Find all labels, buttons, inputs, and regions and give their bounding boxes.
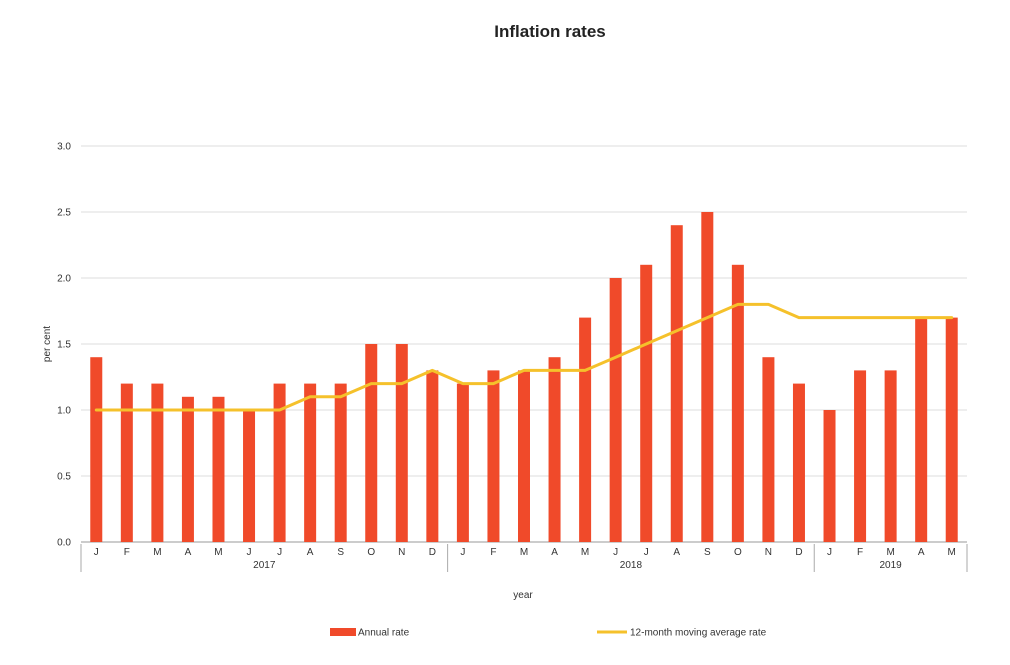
bar-annual-rate: [854, 370, 867, 542]
y-tick-label: 3.0: [57, 142, 71, 153]
y-tick-label: 0.0: [57, 538, 71, 549]
x-tick-label: A: [185, 547, 192, 558]
group-label: 2018: [620, 560, 643, 571]
x-tick-label: M: [886, 547, 894, 558]
x-tick-label: F: [124, 547, 130, 558]
y-tick-label: 1.5: [57, 340, 71, 351]
bar-annual-rate: [426, 370, 439, 542]
x-tick-label: A: [551, 547, 558, 558]
x-tick-label: J: [460, 547, 465, 558]
bar-annual-rate: [456, 383, 469, 542]
x-tick-label: M: [214, 547, 222, 558]
bar-annual-rate: [792, 383, 805, 542]
bar-annual-rate: [731, 264, 744, 542]
line-series: [94, 302, 954, 412]
x-tick-label: J: [644, 547, 649, 558]
bar-annual-rate: [670, 225, 683, 542]
x-tick-label: J: [94, 547, 99, 558]
group-label: 2019: [879, 560, 902, 571]
x-tick-label: M: [581, 547, 589, 558]
bar-annual-rate: [487, 370, 500, 542]
legend-label-moving-average: 12-month moving average rate: [630, 628, 767, 639]
x-tick-label: A: [307, 547, 314, 558]
bar-annual-rate: [518, 370, 530, 542]
bar-annual-rate: [395, 344, 408, 542]
x-tick-label: O: [367, 547, 375, 558]
x-tick-label: J: [613, 547, 618, 558]
x-tick-label: A: [918, 547, 925, 558]
x-tick-label: N: [765, 547, 772, 558]
x-tick-label: J: [277, 547, 282, 558]
bar-annual-rate: [273, 383, 286, 542]
bar-annual-rate: [823, 410, 836, 542]
x-tick-label: J: [827, 547, 832, 558]
bar-annual-rate: [915, 317, 928, 542]
x-tick-label: D: [795, 547, 802, 558]
bar-annual-rate: [884, 370, 897, 542]
x-tick-label: M: [520, 547, 528, 558]
bar-annual-rate: [945, 317, 958, 542]
y-axis-label: per cent: [42, 326, 53, 362]
x-tick-label: A: [673, 547, 680, 558]
bar-annual-rate: [151, 383, 164, 542]
x-tick-label: F: [490, 547, 496, 558]
bar-annual-rate: [365, 344, 378, 542]
bar-annual-rate: [609, 278, 622, 542]
bar-annual-rate: [548, 357, 561, 542]
group-label: 2017: [253, 560, 276, 571]
bar-annual-rate: [640, 264, 653, 542]
line-moving-average: [94, 302, 954, 412]
bar-annual-rate: [212, 396, 225, 542]
y-tick-label: 2.5: [57, 208, 71, 219]
legend: Annual rate 12-month moving average rate: [330, 628, 767, 639]
x-axis-label: year: [513, 590, 533, 601]
x-tick-label: D: [429, 547, 436, 558]
y-tick-label: 0.5: [57, 472, 71, 483]
y-tick-label: 1.0: [57, 406, 71, 417]
legend-swatch-annual-rate: [330, 628, 356, 636]
legend-label-annual-rate: Annual rate: [358, 628, 410, 639]
bar-annual-rate: [762, 357, 775, 542]
y-axis-ticks: 0.0 0.5 1.0 1.5 2.0 2.5 3.0: [57, 142, 71, 549]
bar-annual-rate: [701, 212, 714, 542]
x-axis: J F M A M J J A S O N D J F M A M J J A S O N D J F M A M 2017 2018 201…: [80, 544, 968, 572]
x-tick-label: N: [398, 547, 405, 558]
bar-annual-rate: [579, 317, 592, 542]
x-tick-label: S: [337, 547, 344, 558]
x-tick-label: O: [734, 547, 742, 558]
x-tick-label: M: [948, 547, 956, 558]
bar-annual-rate: [334, 383, 347, 542]
bar-annual-rate: [120, 383, 133, 542]
y-tick-label: 2.0: [57, 274, 71, 285]
bar-series: [90, 212, 958, 542]
bar-annual-rate: [243, 410, 256, 542]
x-tick-label: M: [153, 547, 161, 558]
bar-annual-rate: [90, 357, 103, 542]
bar-annual-rate: [181, 396, 194, 542]
x-tick-label: J: [247, 547, 252, 558]
chart-title: Inflation rates: [494, 22, 605, 41]
bar-annual-rate: [304, 383, 317, 542]
x-tick-label: S: [704, 547, 711, 558]
x-tick-label: F: [857, 547, 863, 558]
